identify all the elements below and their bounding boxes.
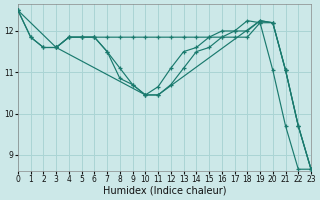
X-axis label: Humidex (Indice chaleur): Humidex (Indice chaleur) [103, 186, 226, 196]
